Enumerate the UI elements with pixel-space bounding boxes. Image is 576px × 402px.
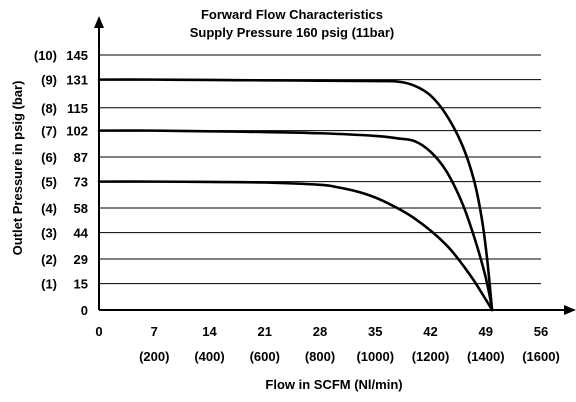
- y-secondary-tick-label: (6): [41, 150, 57, 165]
- x-secondary-tick-label: (200): [139, 349, 169, 364]
- series-line-3: [97, 180, 494, 312]
- y-tick-label: 15: [74, 277, 88, 292]
- x-secondary-tick-label: (400): [194, 349, 224, 364]
- x-tick-label: 35: [368, 324, 382, 339]
- y-tick-label: 0: [81, 303, 88, 318]
- y-axis-label: Outlet Pressure in psig (bar): [10, 81, 25, 256]
- y-secondary-tick-label: (7): [41, 124, 57, 139]
- x-tick-label: 0: [95, 324, 102, 339]
- y-tick-label: 29: [74, 252, 88, 267]
- x-secondary-tick-label: (600): [250, 349, 280, 364]
- x-secondary-tick-label: (1600): [522, 349, 560, 364]
- y-secondary-tick-label: (3): [41, 226, 57, 241]
- y-secondary-tick-label: (2): [41, 252, 57, 267]
- y-secondary-tick-label: (1): [41, 277, 57, 292]
- y-secondary-tick-label: (4): [41, 201, 57, 216]
- y-secondary-tick-label: (10): [34, 48, 57, 63]
- x-secondary-tick-label: (1000): [356, 349, 394, 364]
- x-tick-label: 42: [423, 324, 437, 339]
- y-tick-label: 145: [66, 48, 88, 63]
- series-line-2: [97, 129, 494, 312]
- chart-title: Forward Flow Characteristics: [201, 7, 383, 22]
- gridlines: [99, 54, 541, 285]
- x-tick-labels: 0 7 14 21 28 35 42 49 56 (200) (400) (600) (800) (100…: [95, 324, 559, 364]
- y-tick-label: 73: [74, 175, 88, 190]
- x-tick-label: 28: [313, 324, 327, 339]
- y-secondary-tick-label: (8): [41, 101, 57, 116]
- x-axis-label: Flow in SCFM (Nl/min): [265, 377, 402, 392]
- y-secondary-tick-label: (5): [41, 175, 57, 190]
- y-tick-label: 44: [74, 226, 89, 241]
- x-tick-label: 7: [151, 324, 158, 339]
- x-tick-label: 56: [534, 324, 548, 339]
- x-tick-label: 21: [258, 324, 272, 339]
- y-tick-label: 115: [67, 101, 88, 116]
- y-tick-label: 58: [74, 201, 88, 216]
- x-secondary-tick-label: (1400): [467, 349, 505, 364]
- series-group: [97, 78, 494, 312]
- chart-subtitle: Supply Pressure 160 psig (11bar): [190, 25, 394, 40]
- y-tick-label: 87: [74, 150, 88, 165]
- y-secondary-tick-label: (9): [41, 73, 57, 88]
- x-secondary-tick-label: (1200): [412, 349, 450, 364]
- y-tick-labels: 0 (1) 15 (2) 29 (3) 44 (4) 58 (5) 73 (6) 87 (7) 102 (8)…: [34, 48, 89, 318]
- x-tick-label: 14: [202, 324, 217, 339]
- x-secondary-tick-label: (800): [305, 349, 335, 364]
- y-tick-label: 102: [66, 124, 88, 139]
- x-tick-label: 49: [479, 324, 493, 339]
- y-tick-label: 131: [66, 73, 88, 88]
- series-line-1: [97, 78, 494, 312]
